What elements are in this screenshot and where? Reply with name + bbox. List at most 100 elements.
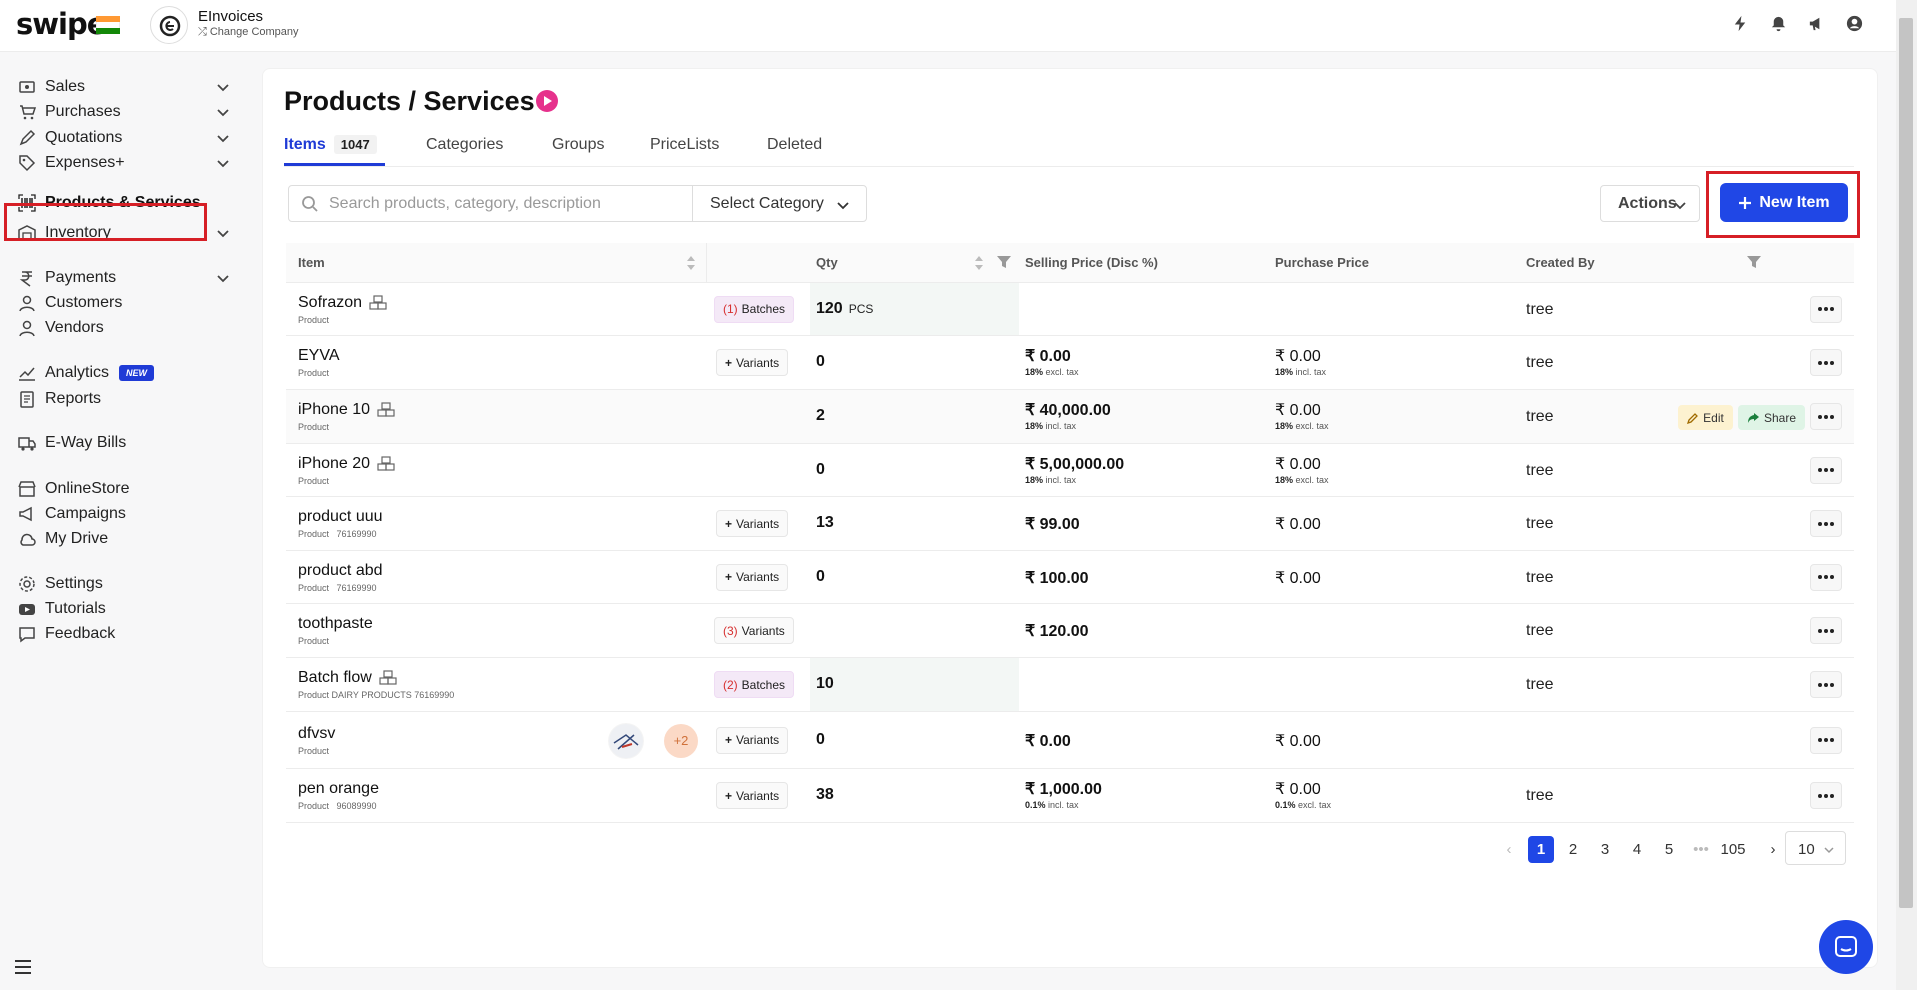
item-name[interactable]: Batch flow [298, 669, 397, 687]
sidebar-item-campaigns[interactable]: Campaigns [18, 501, 230, 527]
more-options-button[interactable] [1810, 726, 1842, 754]
bell-icon[interactable] [1769, 14, 1788, 33]
sidebar-item-quotations[interactable]: Quotations [18, 125, 230, 151]
variants-button[interactable]: + Variants [716, 563, 789, 591]
more-options-button[interactable] [1810, 510, 1842, 537]
sidebar-item-onlinestore[interactable]: OnlineStore [18, 476, 230, 502]
table-row[interactable]: EYVA Product + Variants 0 ₹ 0.00 18% excl. tax… [286, 336, 1854, 390]
more-options-button[interactable] [1810, 349, 1842, 376]
share-button[interactable]: Share [1738, 405, 1805, 430]
hamburger-menu-icon[interactable] [14, 958, 32, 976]
page-3-button[interactable]: 3 [1600, 840, 1610, 858]
company-logo[interactable] [150, 6, 188, 44]
search-input[interactable] [329, 186, 684, 221]
tab-pricelists[interactable]: PriceLists [650, 136, 720, 153]
item-name[interactable]: pen orange [298, 780, 379, 798]
page-105-button[interactable]: 105 [1720, 840, 1746, 858]
chat-support-button[interactable] [1819, 920, 1873, 974]
variants-button[interactable]: + Variants [716, 510, 789, 537]
item-name[interactable]: product uuu [298, 508, 383, 526]
item-name[interactable]: Sofrazon [298, 294, 387, 312]
sort-icon[interactable] [686, 255, 696, 271]
sidebar-item-customers[interactable]: Customers [18, 290, 230, 316]
prev-page-button[interactable]: ‹ [1506, 840, 1512, 858]
sidebar-item-payments[interactable]: Payments [18, 265, 230, 291]
page-1-button[interactable]: 1 [1528, 835, 1554, 863]
item-subtitle: Product 76169990 [298, 529, 377, 539]
table-row[interactable]: product abd Product 76169990 + Variants 0 ₹ 1… [286, 551, 1854, 604]
sidebar-item-settings[interactable]: Settings [18, 571, 230, 597]
page-5-button[interactable]: 5 [1664, 840, 1674, 858]
batches-button[interactable]: (2) Batches [714, 671, 795, 698]
sidebar-item-analytics[interactable]: Analytics NEW [18, 360, 230, 386]
tab-items[interactable]: Items 1047 [284, 135, 377, 154]
sidebar-item-purchases[interactable]: Purchases [18, 99, 230, 125]
sidebar-item-vendors[interactable]: Vendors [18, 315, 230, 341]
pill-count: + [725, 733, 733, 747]
sidebar-item-inventory[interactable]: Inventory [18, 220, 230, 246]
scrollbar-thumb[interactable] [1899, 18, 1913, 908]
item-name[interactable]: dfvsv [298, 725, 335, 743]
sidebar-item-e-way-bills[interactable]: E-Way Bills [18, 430, 230, 456]
header-item[interactable]: Item [298, 255, 325, 270]
table-row[interactable]: Batch flow Product DAIRY PRODUCTS 7616999… [286, 658, 1854, 712]
more-options-button[interactable] [1810, 403, 1842, 430]
tab-deleted[interactable]: Deleted [767, 136, 823, 153]
table-row[interactable]: dfvsv Product + Variants +2 0 ₹ 0.00 ₹ 0.00 [286, 712, 1854, 769]
megaphone-icon[interactable] [1807, 14, 1826, 33]
pagination-ellipsis[interactable]: ••• [1693, 840, 1709, 858]
purchase-tax-note: 18% excl. tax [1275, 421, 1329, 431]
more-options-button[interactable] [1810, 617, 1842, 644]
item-name[interactable]: iPhone 20 [298, 455, 395, 473]
page-2-button[interactable]: 2 [1568, 840, 1578, 858]
bolt-icon[interactable] [1731, 14, 1750, 33]
swipe-logo[interactable]: swipe [16, 7, 106, 41]
header-qty[interactable]: Qty [816, 255, 838, 270]
batches-button[interactable]: (1) Batches [714, 295, 795, 323]
change-company-link[interactable]: ⤮ Change Company [198, 26, 299, 38]
filter-icon[interactable] [1746, 254, 1762, 270]
item-name[interactable]: product abd [298, 562, 383, 580]
play-tutorial-button[interactable] [536, 90, 558, 112]
tab-categories[interactable]: Categories [426, 136, 504, 153]
item-name[interactable]: toothpaste [298, 615, 373, 633]
tab-groups[interactable]: Groups [552, 136, 605, 153]
table-row[interactable]: pen orange Product 96089990 + Variants 38 ₹ 1… [286, 769, 1854, 823]
table-row[interactable]: Sofrazon Product (1) Batches 120 PCS tree [286, 283, 1854, 336]
new-item-button[interactable]: New Item [1720, 183, 1848, 222]
more-options-button[interactable] [1810, 563, 1842, 591]
variants-button[interactable]: + Variants [716, 349, 789, 376]
sidebar-item-feedback[interactable]: Feedback [18, 621, 230, 647]
variants-button[interactable]: + Variants [716, 782, 789, 809]
product-image-thumbnail[interactable] [608, 722, 644, 759]
table-row[interactable]: iPhone 10 Product 2 ₹ 40,000.00 18% incl. ta… [286, 390, 1854, 444]
more-options-button[interactable] [1810, 295, 1842, 323]
next-page-button[interactable]: › [1770, 840, 1776, 858]
sidebar-item-reports[interactable]: Reports [18, 386, 230, 412]
more-images-badge[interactable]: +2 [664, 723, 698, 758]
table-row[interactable]: toothpaste Product (3) Variants ₹ 120.00 tree [286, 604, 1854, 658]
more-options-button[interactable] [1810, 671, 1842, 698]
page-size-select[interactable]: 10 [1785, 831, 1846, 865]
item-name[interactable]: EYVA [298, 347, 340, 365]
item-name[interactable]: iPhone 10 [298, 401, 395, 419]
more-options-button[interactable] [1810, 456, 1842, 484]
actions-button[interactable]: Actions [1600, 185, 1700, 222]
variants-button[interactable]: + Variants [716, 726, 789, 754]
highlight-products-services [4, 203, 207, 241]
user-circle-icon[interactable] [1845, 14, 1864, 33]
filter-icon[interactable] [996, 254, 1012, 270]
page-4-button[interactable]: 4 [1632, 840, 1642, 858]
table-row[interactable]: iPhone 20 Product 0 ₹ 5,00,000.00 18% incl. … [286, 444, 1854, 497]
sidebar-item-tutorials[interactable]: Tutorials [18, 596, 230, 622]
edit-button[interactable]: Edit [1678, 405, 1733, 430]
variants-button[interactable]: (3) Variants [714, 617, 794, 644]
category-select[interactable]: Select Category [692, 185, 867, 222]
top-icons [1731, 14, 1864, 33]
sidebar-item-expenses[interactable]: Expenses+ [18, 150, 230, 176]
sidebar-item-sales[interactable]: Sales [18, 74, 230, 100]
table-row[interactable]: product uuu Product 76169990 + Variants 13 ₹ … [286, 497, 1854, 551]
sort-icon[interactable] [974, 255, 984, 271]
sidebar-item-my-drive[interactable]: My Drive [18, 526, 230, 552]
more-options-button[interactable] [1810, 782, 1842, 809]
